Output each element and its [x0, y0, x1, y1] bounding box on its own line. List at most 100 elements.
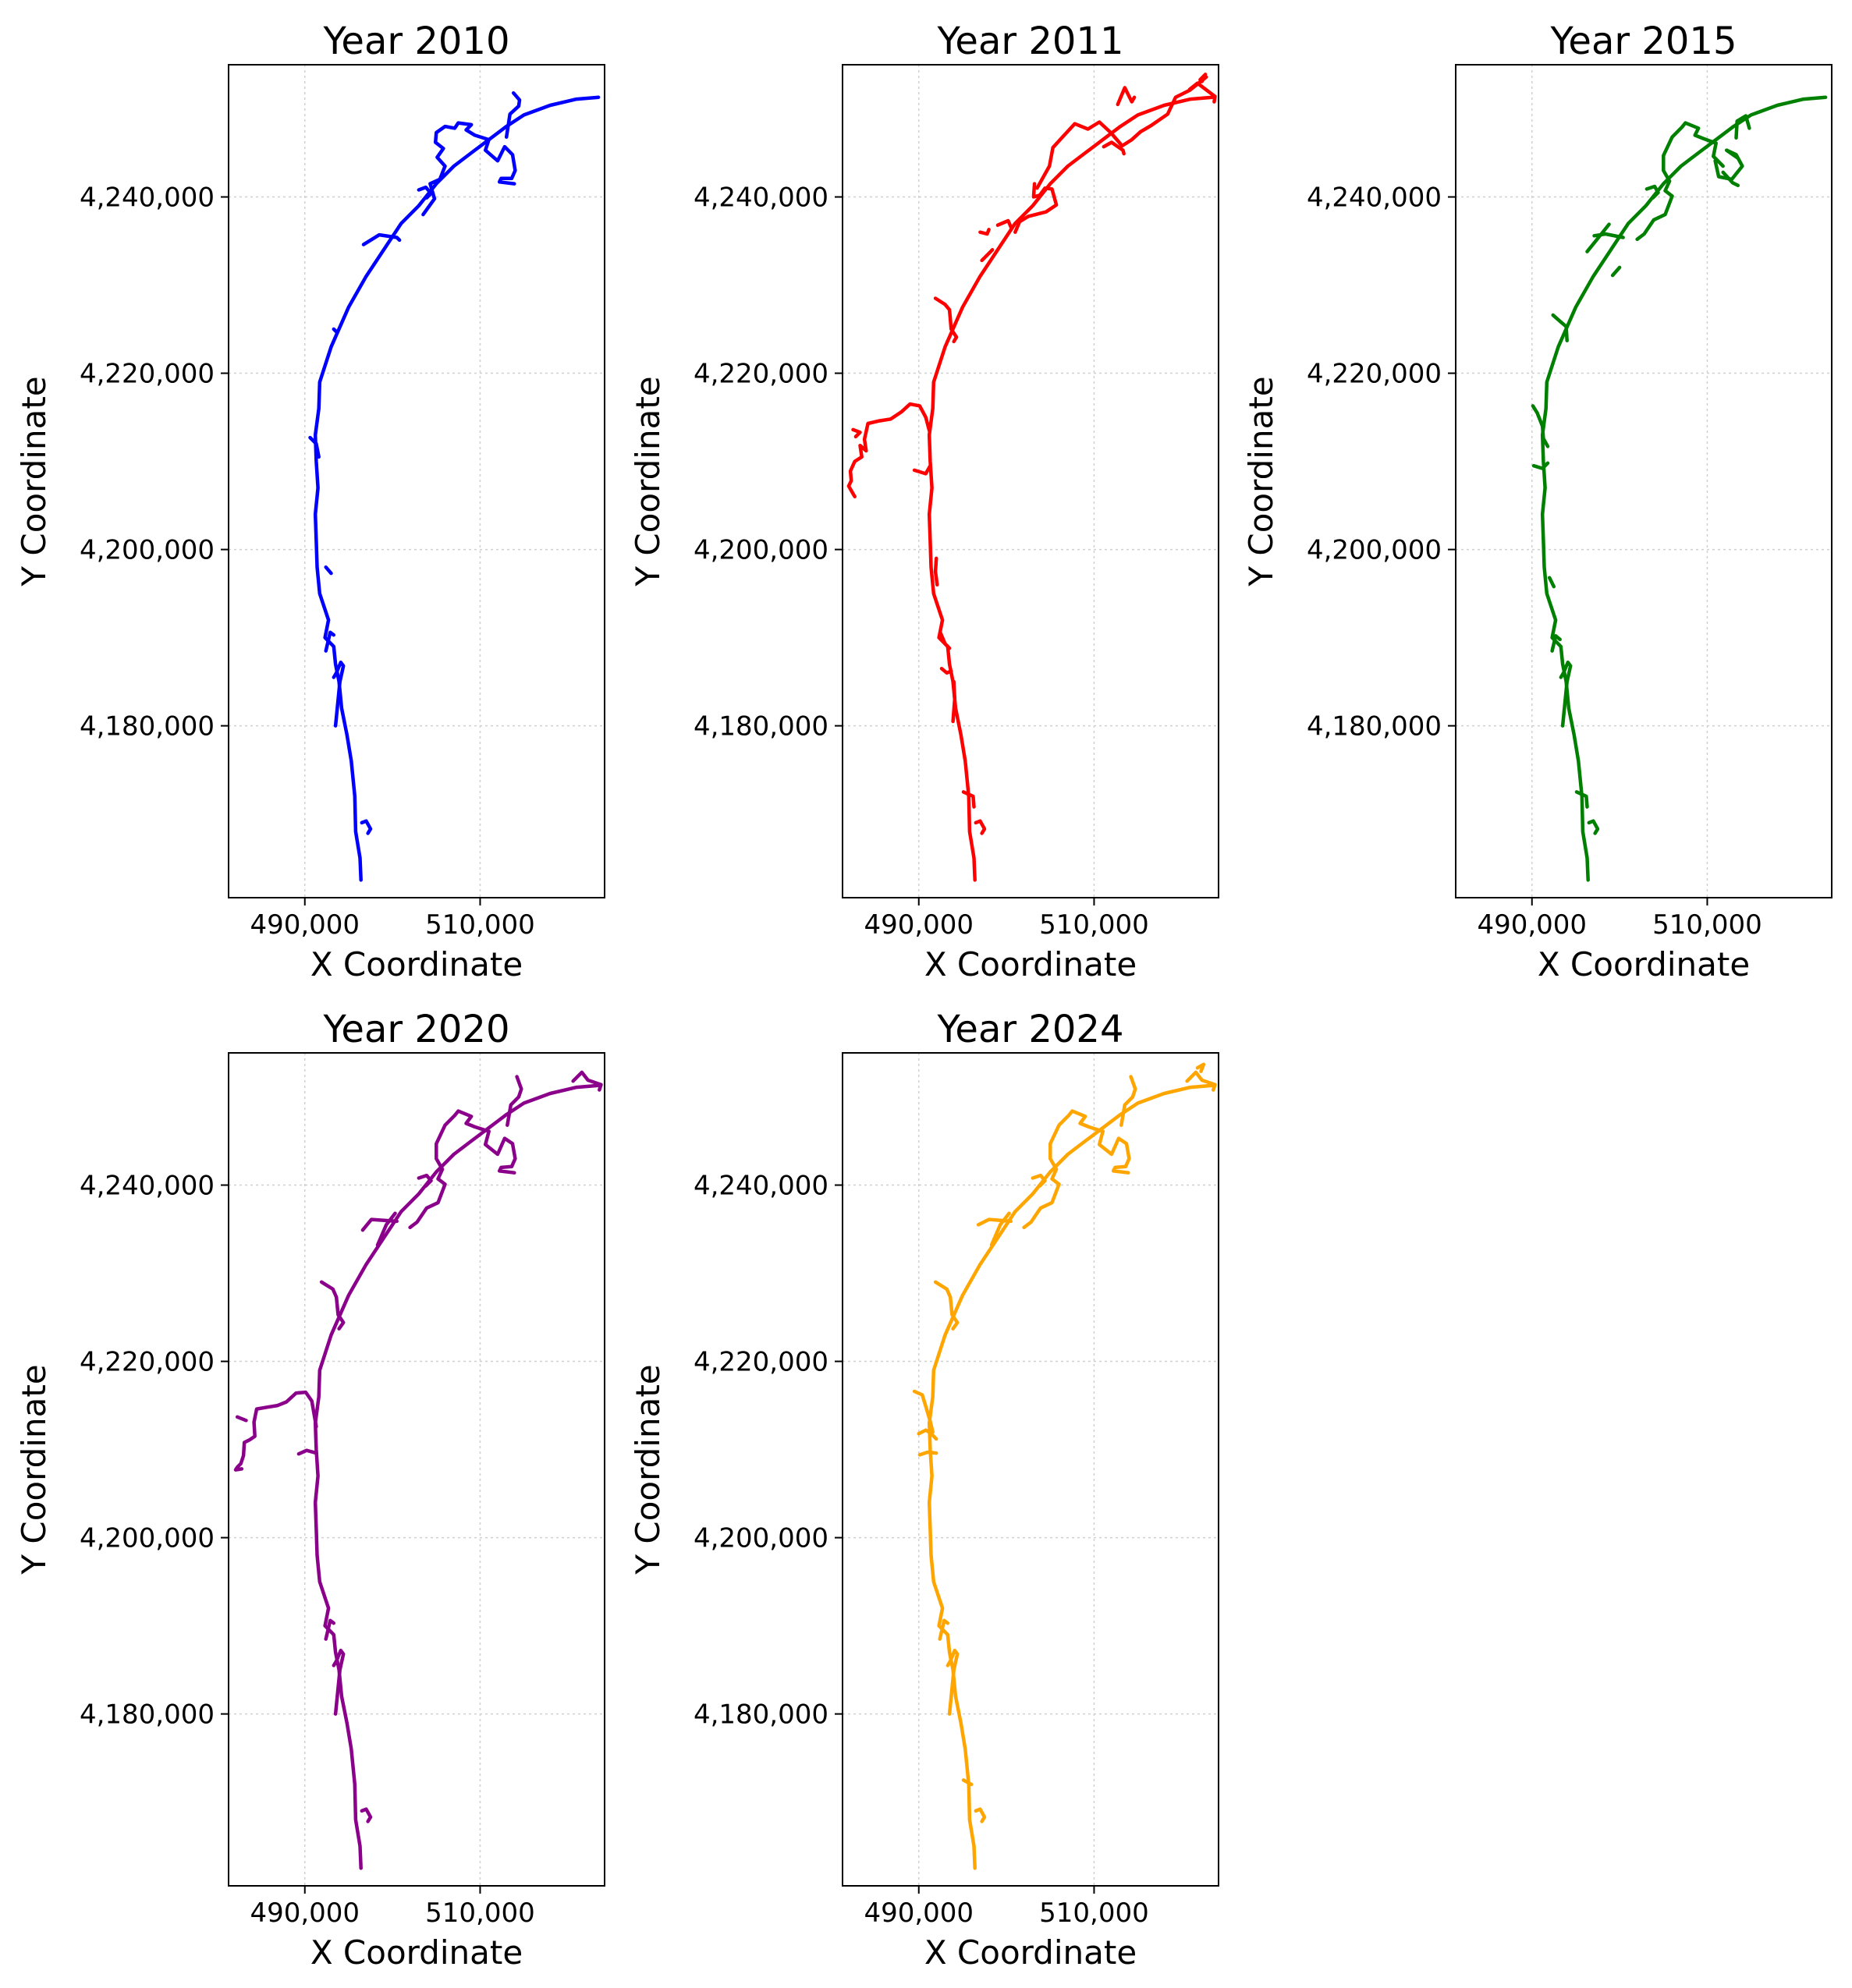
subplot-title: Year 2024 [936, 1008, 1123, 1051]
y-tick-label: 4,180,000 [694, 711, 828, 742]
series-line [933, 556, 939, 587]
coastline-series-group [846, 73, 1217, 882]
subplot-title: Year 2020 [322, 1008, 509, 1051]
series-line [938, 631, 952, 650]
y-tick-label: 4,200,000 [694, 1523, 828, 1554]
x-tick-label: 490,000 [1477, 909, 1587, 941]
series-line [917, 1450, 938, 1457]
series-line [1734, 114, 1751, 140]
axes-frame [228, 64, 605, 898]
subplot-title: Year 2011 [936, 19, 1123, 63]
axes-frame [228, 1052, 605, 1887]
series-line [506, 1075, 523, 1127]
y-tick-label: 4,200,000 [80, 535, 215, 566]
series-line [938, 1618, 950, 1641]
series-line [974, 1807, 987, 1823]
series-line [961, 1778, 974, 1787]
series-line [1187, 81, 1217, 104]
x-axis-label: X Coordinate [924, 1933, 1137, 1972]
axes-frame [842, 1052, 1219, 1887]
series-line [313, 1083, 601, 1870]
series-line [961, 790, 976, 809]
y-tick-label: 4,220,000 [694, 359, 828, 390]
series-line [933, 1280, 960, 1331]
series-line [912, 463, 932, 476]
series-line [417, 185, 433, 200]
series-line [571, 1070, 603, 1092]
series-line [1022, 1109, 1131, 1230]
series-line [927, 1083, 1215, 1870]
series-line [1198, 73, 1208, 83]
series-line [235, 1415, 248, 1423]
series-line [1540, 95, 1828, 882]
subplot-2: 490,000 510,000 4,180,000 4,200,000 4,220,00… [629, 19, 1219, 983]
series-line [978, 228, 991, 236]
series-line [308, 435, 321, 459]
y-axis-label: Y Coordinate [629, 376, 667, 586]
y-axis-label: Y Coordinate [629, 1364, 667, 1575]
y-axis-label: Y Coordinate [15, 376, 53, 586]
coastline-series-group [912, 1062, 1217, 1870]
series-line [1116, 86, 1137, 107]
subplot-title: Year 2010 [322, 19, 509, 63]
y-tick-label: 4,180,000 [80, 711, 215, 742]
subplot-5: 490,000 510,000 4,180,000 4,200,000 4,220,00… [629, 1008, 1219, 1972]
subplot-title: Year 2015 [1549, 19, 1737, 63]
x-tick-label: 490,000 [864, 1898, 974, 1929]
subplot-4: 490,000 510,000 4,180,000 4,200,000 4,220,00… [15, 1008, 605, 1972]
series-line [974, 819, 987, 835]
series-line [421, 121, 517, 217]
y-axis-label: Y Coordinate [1242, 376, 1280, 586]
y-tick-label: 4,220,000 [80, 1347, 215, 1378]
y-tick-label: 4,220,000 [80, 359, 215, 390]
series-line [417, 1173, 433, 1188]
y-tick-label: 4,240,000 [694, 182, 828, 214]
series-line [1195, 1062, 1206, 1073]
series-line [296, 1448, 318, 1456]
x-tick-label: 510,000 [1039, 1898, 1149, 1929]
y-tick-label: 4,180,000 [694, 1699, 828, 1731]
series-line [360, 1807, 373, 1823]
series-line [980, 248, 995, 263]
y-tick-label: 4,220,000 [1307, 359, 1442, 390]
series-line [332, 1648, 346, 1716]
series-line [912, 1389, 935, 1434]
series-line [946, 1648, 960, 1716]
x-tick-label: 490,000 [250, 1898, 360, 1929]
series-line [917, 1428, 938, 1441]
series-line [951, 679, 957, 724]
x-axis-label: X Coordinate [310, 1933, 523, 1972]
y-tick-label: 4,200,000 [80, 1523, 215, 1554]
series-line [1185, 1070, 1217, 1092]
series-line [360, 819, 373, 835]
series-line [1610, 265, 1622, 278]
y-tick-label: 4,240,000 [80, 182, 215, 214]
series-line [332, 327, 339, 334]
series-line [1635, 121, 1725, 242]
x-tick-label: 510,000 [1039, 909, 1149, 941]
series-line [324, 1618, 336, 1641]
series-line [1592, 232, 1625, 239]
series-line [989, 1211, 1011, 1247]
series-line [1035, 75, 1208, 190]
series-line [324, 565, 333, 576]
series-line [504, 90, 522, 139]
series-line [1550, 634, 1562, 653]
series-line [332, 660, 346, 728]
series-line [1721, 170, 1740, 188]
coastline-series-group [233, 1070, 603, 1870]
y-tick-label: 4,200,000 [694, 535, 828, 566]
coastline-series-group [1531, 95, 1828, 882]
series-line [1031, 1173, 1047, 1188]
series-line [233, 1390, 318, 1472]
series-line [361, 232, 402, 246]
series-line [408, 1109, 517, 1230]
series-line [1587, 819, 1600, 835]
y-tick-label: 4,240,000 [80, 1171, 215, 1202]
y-axis-label: Y Coordinate [15, 1364, 53, 1575]
axes-frame [1455, 64, 1832, 898]
series-line [1574, 790, 1589, 809]
series-line [939, 666, 953, 675]
y-tick-label: 4,180,000 [80, 1699, 215, 1731]
series-line [313, 95, 601, 882]
